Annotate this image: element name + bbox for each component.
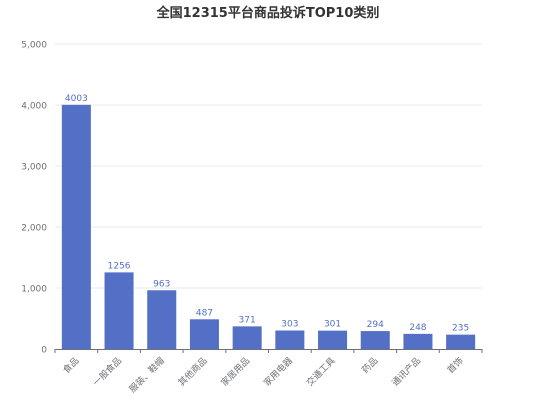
x-tick-label: 家用电器 — [261, 355, 295, 389]
grid-lines — [55, 43, 482, 289]
bar — [104, 272, 134, 349]
bar — [360, 331, 390, 349]
y-tick-label: 0 — [41, 346, 47, 356]
bar-value-label: 303 — [281, 320, 298, 330]
bar — [189, 319, 219, 349]
y-tick-label: 1,000 — [21, 285, 47, 295]
x-tick-label: 首饰 — [445, 355, 466, 376]
bar — [403, 333, 433, 349]
y-tick-label: 4,000 — [21, 102, 47, 112]
bar-value-label: 963 — [153, 279, 170, 289]
bar — [275, 330, 305, 349]
bar-value-label: 294 — [367, 320, 384, 330]
bars — [61, 104, 476, 349]
x-tick-label: 服装、鞋帽 — [127, 355, 167, 395]
y-tick-label: 5,000 — [21, 41, 47, 51]
chart-title: 全国12315平台商品投诉TOP10类别 — [156, 6, 380, 21]
bar-value-label: 487 — [196, 308, 213, 318]
data-labels: 4003 1256 963 487 371 303 301 294 248 235 — [65, 94, 469, 334]
bar-value-label: 248 — [409, 323, 426, 333]
bar — [61, 104, 91, 349]
y-tick-label: 3,000 — [21, 163, 47, 173]
bar-value-label: 4003 — [65, 94, 88, 104]
bar-value-label: 235 — [452, 324, 469, 334]
bar — [232, 326, 262, 349]
bar-value-label: 371 — [239, 315, 256, 325]
x-tick-label: 家居用品 — [218, 355, 252, 389]
x-tick-label: 其他商品 — [176, 355, 210, 389]
bar — [318, 330, 348, 349]
bar — [147, 290, 177, 349]
x-tick-label: 食品 — [60, 355, 81, 376]
y-tick-label: 2,000 — [21, 224, 47, 234]
x-tick-label: 药品 — [360, 355, 381, 376]
bar — [446, 334, 476, 349]
x-tick-label: 交通工具 — [304, 355, 338, 389]
x-tick-label: 一般食品 — [90, 355, 124, 389]
bar-value-label: 1256 — [108, 261, 131, 271]
x-tick-label: 通讯产品 — [389, 355, 423, 389]
bar-value-label: 301 — [324, 320, 341, 330]
